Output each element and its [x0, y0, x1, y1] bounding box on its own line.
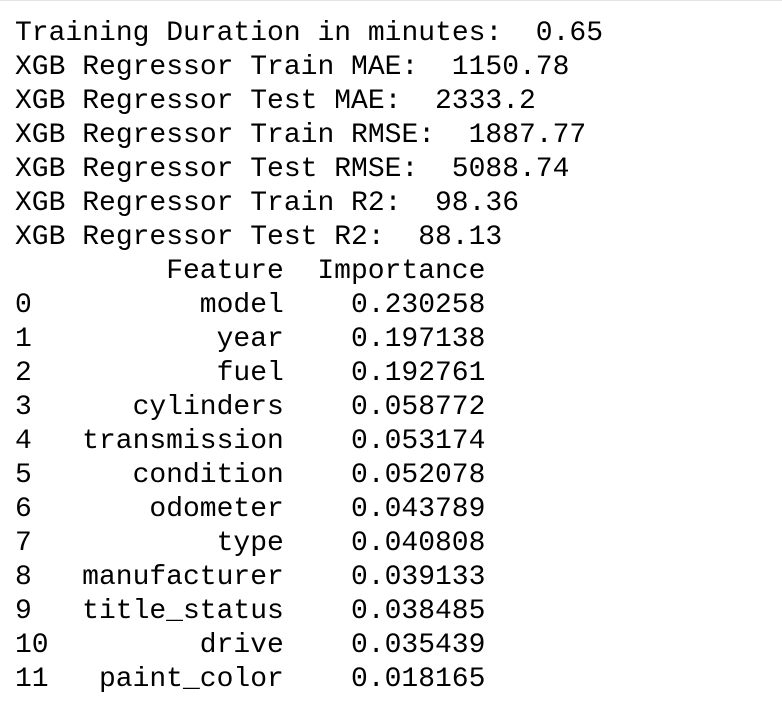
- importance-value: 0.192761: [350, 358, 486, 389]
- importance-value: 0.038485: [350, 596, 486, 627]
- metric-value: 2333.2: [435, 86, 536, 117]
- importance-value: 0.040808: [350, 528, 486, 559]
- row-index: 10: [15, 630, 49, 661]
- metric-value: 0.65: [535, 18, 604, 49]
- metric-value: 1150.78: [451, 52, 570, 83]
- metric-value: 88.13: [418, 222, 503, 253]
- row-index: 6: [15, 494, 32, 525]
- importance-value: 0.018165: [350, 664, 486, 695]
- importance-value: 0.053174: [350, 426, 486, 457]
- importance-value: 0.043789: [350, 494, 486, 525]
- importance-value: 0.197138: [350, 324, 486, 355]
- feature-name: odometer: [149, 494, 284, 525]
- row-index: 1: [15, 324, 32, 355]
- row-index: 4: [15, 426, 32, 457]
- importance-value: 0.035439: [350, 630, 486, 661]
- metric-label: XGB Regressor Test RMSE:: [15, 154, 419, 185]
- row-index: 9: [15, 596, 32, 627]
- feature-name: year: [216, 324, 284, 355]
- feature-name: transmission: [82, 426, 284, 457]
- metric-label: XGB Regressor Test R2:: [15, 222, 385, 253]
- metric-label: XGB Regressor Test MAE:: [15, 86, 402, 117]
- metric-value: 1887.77: [468, 120, 587, 151]
- feature-name: paint_color: [98, 664, 284, 695]
- importance-value: 0.230258: [350, 290, 486, 321]
- feature-name: model: [199, 290, 284, 321]
- importance-value: 0.058772: [350, 392, 486, 423]
- row-index: 8: [15, 562, 32, 593]
- metric-value: 98.36: [435, 188, 520, 219]
- feature-name: condition: [132, 460, 284, 491]
- importance-value: 0.039133: [350, 562, 486, 593]
- metric-value: 5088.74: [451, 154, 570, 185]
- feature-name: manufacturer: [82, 562, 284, 593]
- feature-name: type: [216, 528, 284, 559]
- row-index: 7: [15, 528, 32, 559]
- row-index: 11: [15, 664, 49, 695]
- column-header: Importance: [317, 256, 486, 287]
- metric-label: XGB Regressor Train R2:: [15, 188, 402, 219]
- feature-name: title_status: [82, 596, 284, 627]
- metric-label: XGB Regressor Train RMSE:: [15, 120, 436, 151]
- row-index: 2: [15, 358, 32, 389]
- row-index: 3: [15, 392, 32, 423]
- row-index: 0: [15, 290, 32, 321]
- feature-name: cylinders: [132, 392, 284, 423]
- metric-label: XGB Regressor Train MAE:: [15, 52, 419, 83]
- metric-label: Training Duration in minutes:: [15, 18, 503, 49]
- row-index: 5: [15, 460, 32, 491]
- feature-name: fuel: [216, 358, 284, 389]
- feature-name: drive: [199, 630, 284, 661]
- importance-value: 0.052078: [350, 460, 486, 491]
- column-header: Feature: [166, 256, 284, 287]
